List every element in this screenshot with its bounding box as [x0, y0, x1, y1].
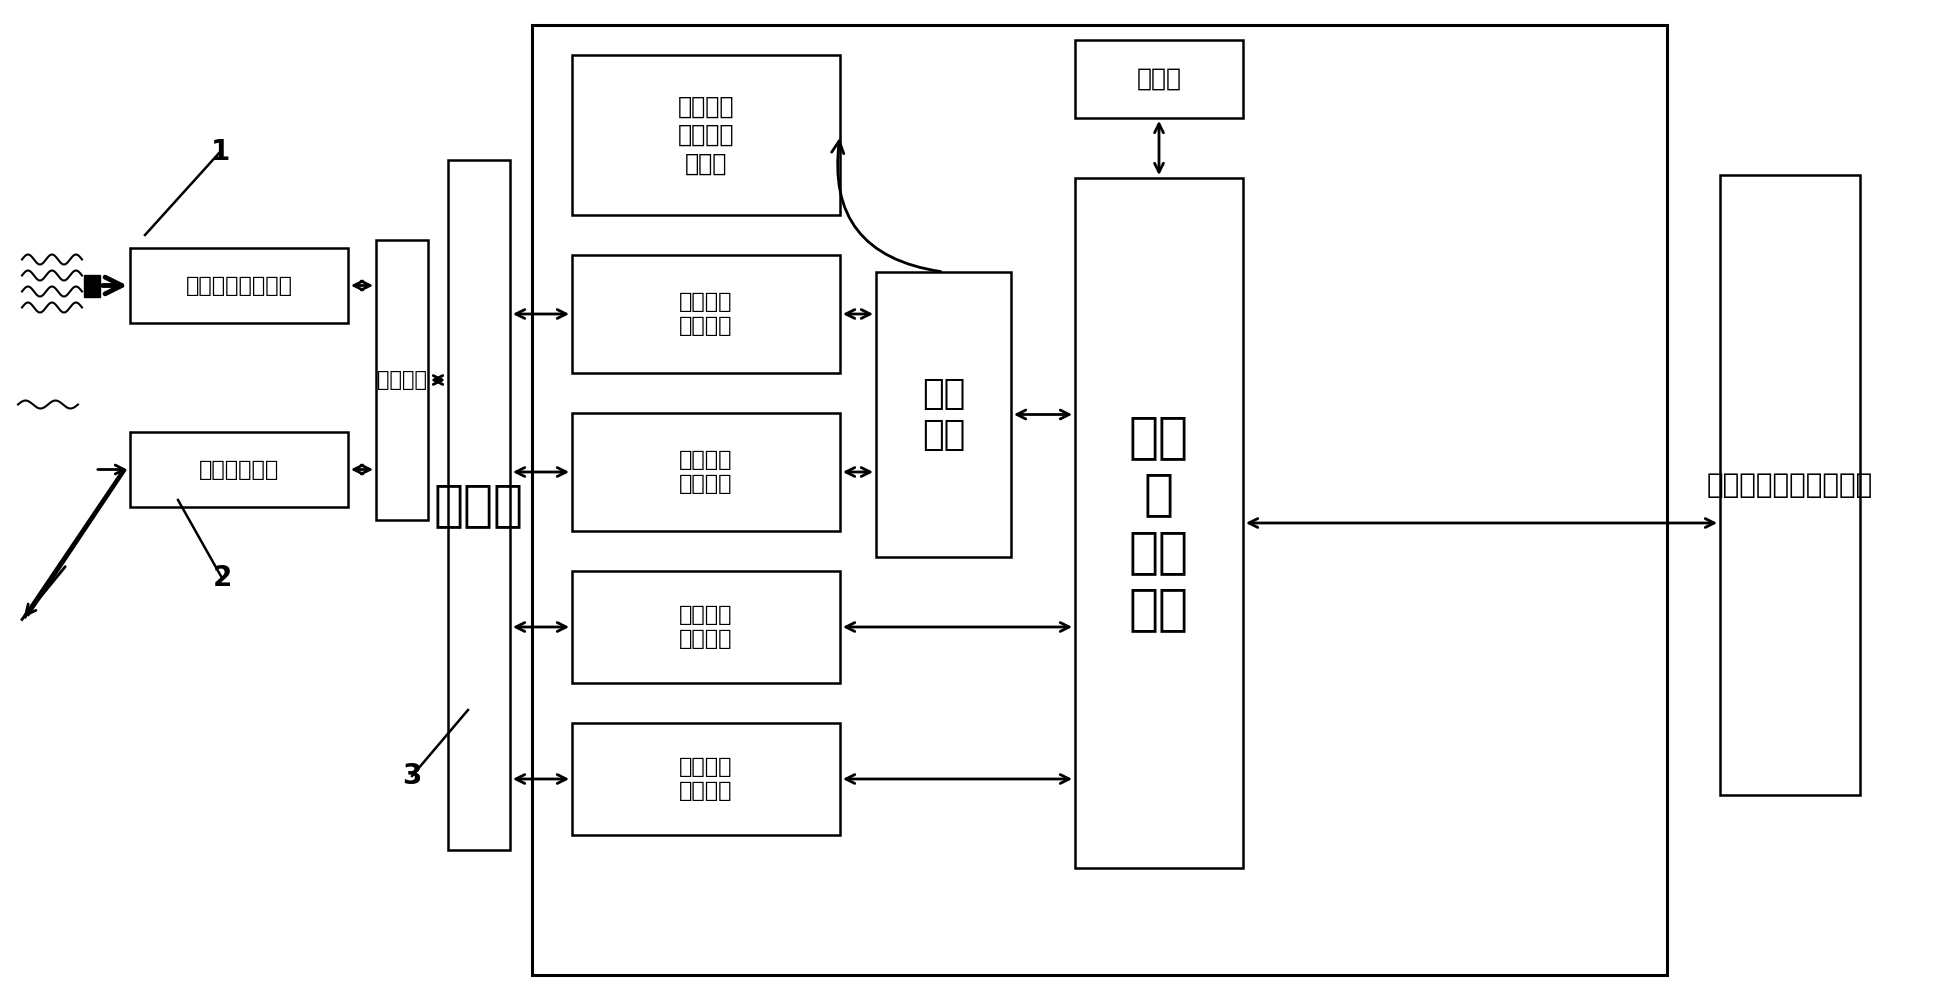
Text: 综合
分析: 综合 分析 [922, 377, 966, 452]
Bar [571, 255, 840, 373]
Bar [571, 413, 840, 531]
Bar [571, 55, 840, 215]
Text: 数字接口: 数字接口 [378, 370, 428, 390]
Text: 3: 3 [403, 762, 422, 790]
Bar [875, 272, 1011, 557]
Text: 计算机: 计算机 [434, 481, 525, 529]
Bar [532, 25, 1667, 975]
Bar [571, 723, 840, 835]
Text: 功能＋结
构影像分
析报告: 功能＋结 构影像分 析报告 [678, 94, 734, 176]
Text: 超声影像
控制单元: 超声影像 控制单元 [680, 757, 732, 801]
Bar [571, 571, 840, 683]
Bar [1074, 40, 1243, 118]
Bar [130, 432, 348, 507]
Text: 红外设备
控制单元: 红外设备 控制单元 [680, 605, 732, 649]
Text: 数据库: 数据库 [1136, 67, 1181, 91]
Text: 红外热像采集装置: 红外热像采集装置 [186, 275, 292, 296]
Bar [1074, 178, 1243, 868]
Text: 红外热像
分析单元: 红外热像 分析单元 [680, 292, 732, 336]
Text: 1: 1 [211, 138, 230, 166]
Text: 超声检测装置: 超声检测装置 [199, 460, 279, 480]
Text: 影像及操作控制显示器: 影像及操作控制显示器 [1708, 471, 1874, 499]
Text: 软件
主
操作
界面: 软件 主 操作 界面 [1129, 413, 1189, 633]
Bar [376, 240, 428, 520]
Bar [130, 248, 348, 323]
Bar [1719, 175, 1860, 795]
Bar [447, 160, 509, 850]
Text: 局部影像
分析单元: 局部影像 分析单元 [680, 450, 732, 494]
Bar [83, 274, 101, 296]
Text: 2: 2 [213, 564, 232, 592]
